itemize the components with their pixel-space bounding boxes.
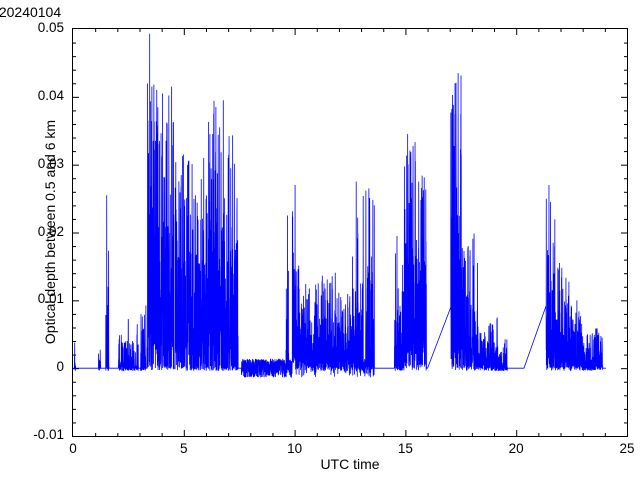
y-axis-title: Optical depth between 0.5 and 6 km <box>42 119 58 345</box>
x-axis-title: UTC time <box>320 456 380 472</box>
x-tick-label: 5 <box>180 441 188 456</box>
y-tick-label: 0.02 <box>37 223 64 239</box>
x-tick-label: 15 <box>397 441 413 456</box>
plot-axes-box <box>72 28 628 437</box>
y-tick-label: 0.03 <box>37 155 64 171</box>
chart-title-text: 20240104 <box>0 4 62 20</box>
x-tick-label: 25 <box>619 441 635 456</box>
y-axis-title-wrap: Optical depth between 0.5 and 6 km <box>18 0 58 480</box>
x-tick-label: 10 <box>287 441 303 456</box>
x-tick-label: 20 <box>508 441 524 456</box>
chart-title: 20240104 <box>0 4 640 20</box>
x-tick-label: 0 <box>69 441 77 456</box>
series-line-optical-depth <box>73 33 606 378</box>
y-tick-label: 0.04 <box>37 87 64 103</box>
axes-tick-marks <box>73 29 627 436</box>
y-tick-label: 0.01 <box>37 291 64 307</box>
data-plot-svg <box>73 29 627 436</box>
y-tick-label: 0 <box>56 359 64 375</box>
y-tick-label: -0.01 <box>33 427 64 442</box>
y-tick-label: 0.05 <box>37 20 64 35</box>
